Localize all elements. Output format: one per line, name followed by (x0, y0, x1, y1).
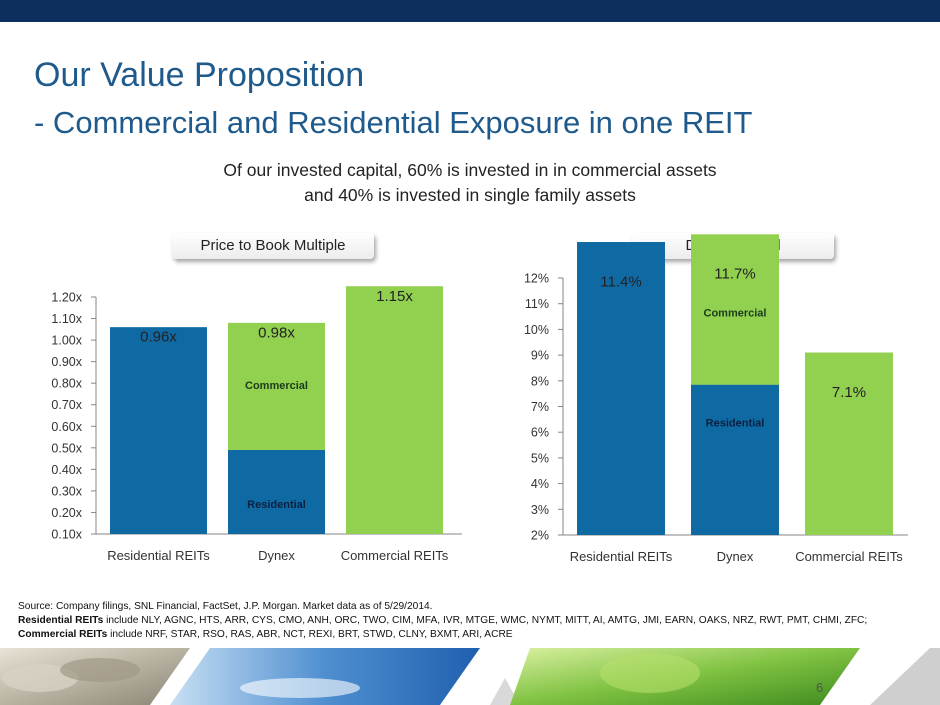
bar-commercial-commercial-reits (805, 352, 893, 535)
residential-reits-note: Residential REITs include NLY, AGNC, HTS… (18, 614, 923, 628)
page-number: 6 (816, 680, 824, 695)
segment-label-residential: Residential (706, 418, 765, 430)
source-line: Source: Company filings, SNL Financial, … (18, 601, 433, 612)
y-tick-label: 1.00x (51, 334, 82, 348)
footer-image-band (0, 648, 940, 705)
y-tick-label: 3% (531, 503, 549, 517)
y-tick-label: 0.30x (51, 484, 82, 498)
y-tick-label: 5% (531, 451, 549, 465)
x-category-label: Residential REITs (570, 549, 673, 564)
summary-line-2: and 40% is invested in single family ass… (304, 185, 636, 205)
x-category-label: Residential REITs (107, 548, 210, 563)
page-title: Our Value Proposition (34, 56, 365, 94)
y-tick-label: 0.10x (51, 528, 82, 542)
bar-commercial-dynex (691, 234, 779, 385)
data-label: 0.98x (258, 324, 295, 341)
source-notes: Source: Company filings, SNL Financial, … (18, 600, 923, 642)
x-category-label: Commercial REITs (795, 549, 903, 564)
y-tick-label: 4% (531, 477, 549, 491)
y-tick-label: 6% (531, 426, 549, 440)
summary-line-1: Of our invested capital, 60% is invested… (223, 160, 717, 180)
footer-decoration (0, 648, 940, 705)
commercial-reits-list: include NRF, STAR, RSO, RAS, ABR, NCT, R… (107, 629, 513, 640)
segment-label-commercial: Commercial (704, 307, 767, 319)
residential-reits-label: Residential REITs (18, 615, 104, 626)
y-tick-label: 0.90x (51, 355, 82, 369)
y-tick-label: 0.60x (51, 420, 82, 434)
data-label: 0.96x (140, 329, 177, 346)
data-label: 11.7% (714, 266, 755, 283)
top-bar (0, 0, 940, 22)
bar-residential-dynex (228, 449, 325, 534)
y-tick-label: 2% (531, 529, 549, 543)
bar-residential-dynex (691, 384, 779, 535)
y-tick-label: 10% (524, 323, 549, 337)
y-tick-label: 12% (524, 272, 549, 286)
residential-reits-list: include NLY, AGNC, HTS, ARR, CYS, CMO, A… (103, 615, 868, 626)
commercial-reits-label: Commercial REITs (18, 629, 108, 640)
y-tick-label: 1.20x (51, 291, 82, 305)
page-subtitle-title: - Commercial and Residential Exposure in… (34, 105, 753, 140)
y-tick-label: 11% (525, 297, 549, 311)
bar-residential-residential-reits (110, 327, 207, 534)
bar-commercial-commercial-reits (346, 286, 443, 534)
segment-label-residential: Residential (247, 499, 306, 511)
x-category-label: Commercial REITs (341, 548, 449, 563)
segment-label-commercial: Commercial (245, 380, 308, 392)
data-label: 7.1% (832, 384, 866, 401)
data-label: 1.15x (376, 288, 413, 305)
bar-commercial-dynex (228, 322, 325, 450)
x-category-label: Dynex (717, 549, 754, 564)
commercial-reits-note: Commercial REITs include NRF, STAR, RSO,… (18, 628, 923, 642)
x-category-label: Dynex (258, 548, 295, 563)
y-tick-label: 8% (531, 374, 549, 388)
y-tick-label: 0.70x (51, 398, 82, 412)
y-tick-label: 9% (531, 349, 549, 363)
chart-title-price-to-book: Price to Book Multiple (172, 233, 374, 259)
data-label: 11.4% (600, 273, 641, 290)
y-tick-label: 1.10x (51, 312, 82, 326)
y-tick-label: 0.20x (51, 506, 82, 520)
y-tick-label: 0.40x (51, 463, 82, 477)
y-tick-label: 0.50x (51, 441, 82, 455)
y-tick-label: 7% (531, 400, 549, 414)
bar-residential-residential-reits (577, 242, 665, 535)
y-tick-label: 0.80x (51, 377, 82, 391)
